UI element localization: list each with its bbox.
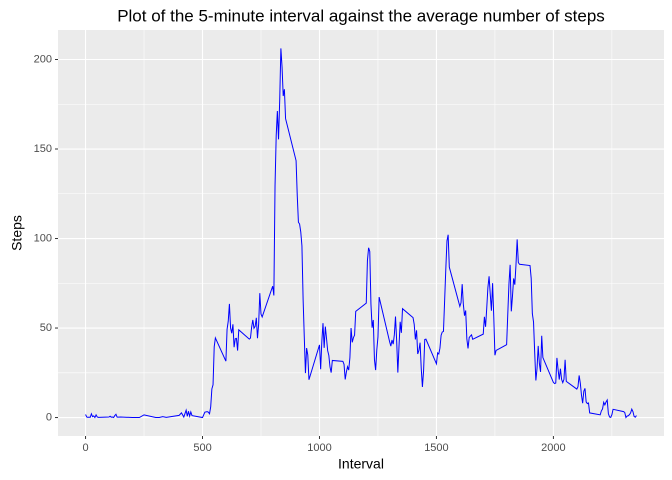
x-tick-label: 500: [193, 442, 211, 454]
y-tick-label: 0: [46, 411, 52, 423]
y-tick-label: 50: [40, 322, 52, 334]
y-axis-label: Steps: [9, 215, 25, 251]
x-tick-label: 2000: [541, 442, 565, 454]
x-tick-label: 0: [82, 442, 88, 454]
y-tick-label: 200: [34, 53, 52, 65]
plot-panel: [58, 30, 664, 436]
x-tick-label: 1500: [424, 442, 448, 454]
chart-title: Plot of the 5-minute interval against th…: [117, 6, 605, 25]
y-tick-label: 150: [34, 143, 52, 155]
x-axis-label: Interval: [338, 456, 384, 472]
data-line: [85, 48, 637, 419]
x-tick-label: 1000: [307, 442, 331, 454]
y-tick-label: 100: [34, 232, 52, 244]
